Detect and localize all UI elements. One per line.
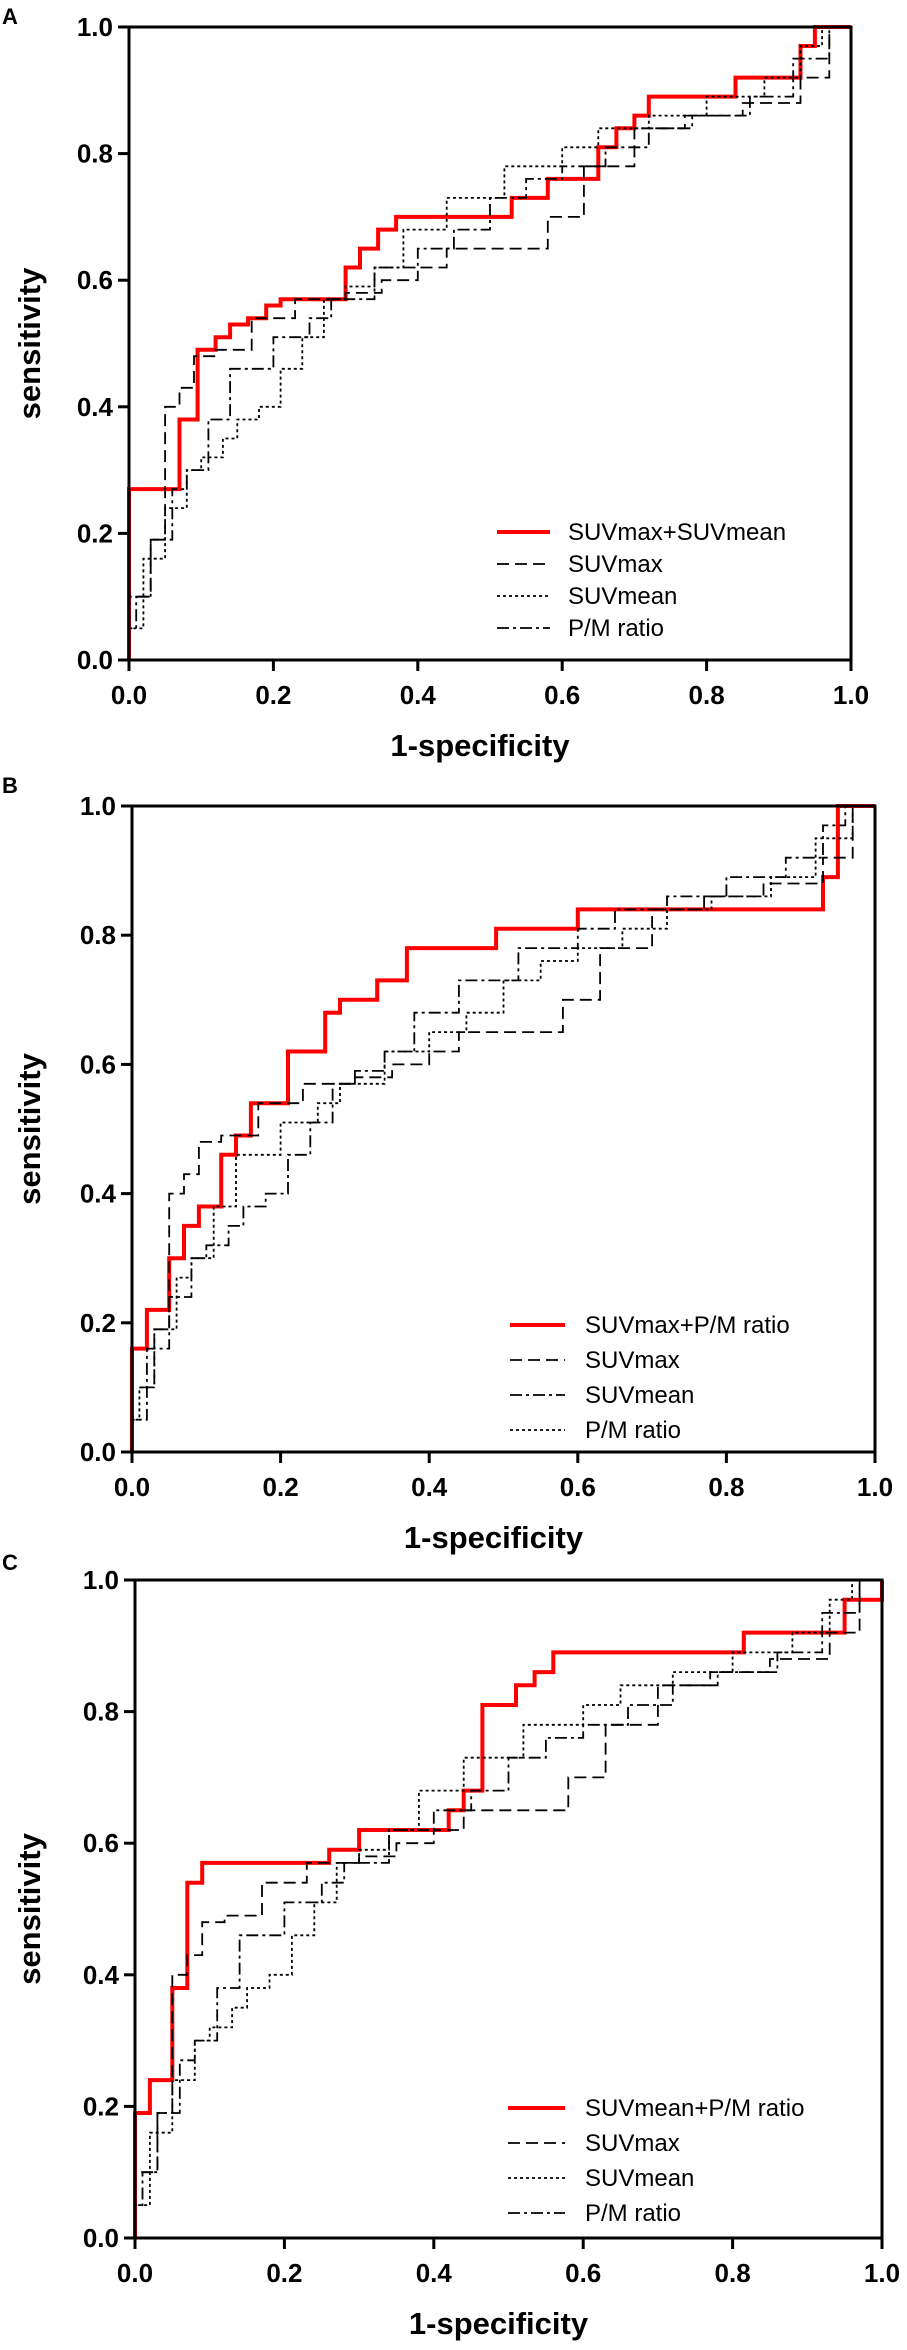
legend-label-p-m-ratio: P/M ratio [585, 2200, 681, 2227]
legend-label-suvmax-p-m-ratio: SUVmax+P/M ratio [585, 1312, 790, 1339]
legend-label-suvmax: SUVmax [568, 551, 663, 578]
x-axis-title: 1-specificity [409, 2306, 589, 2341]
y-tick-label: 0.6 [80, 1049, 116, 1079]
x-tick-label: 1.0 [833, 680, 869, 710]
y-axis-title: sensitivity [12, 267, 47, 419]
x-tick-label: 0.6 [544, 680, 580, 710]
y-tick-label: 0.2 [83, 2091, 119, 2121]
series-line-suvmean [128, 26, 851, 660]
y-tick-label: 0.0 [80, 1437, 116, 1467]
plot-frame [130, 804, 877, 1454]
x-tick-label: 0.8 [715, 2258, 751, 2288]
legend-label-suvmax-suvmean: SUVmax+SUVmean [568, 519, 786, 546]
legend-label-suvmean: SUVmean [568, 583, 677, 610]
plot-frame [127, 25, 853, 662]
panel-letter: A [2, 4, 18, 29]
x-tick-label: 1.0 [864, 2258, 900, 2288]
y-tick-label: 0.6 [77, 265, 113, 295]
series-line-p-m-ratio [131, 805, 875, 1452]
panel-a: A 0.0 0.2 0.4 0.6 0.8 1.0 0.0 0.2 0.4 0.6 0.8 1.0 1-s… [2, 4, 869, 763]
y-tick-label: 1.0 [83, 1565, 119, 1595]
legend: SUVmax+P/M ratio SUVmax SUVmean P/M ratio [510, 1312, 790, 1444]
x-tick-label: 0.6 [560, 1472, 596, 1502]
y-tick-label: 0.8 [77, 139, 113, 169]
series-line-suvmax-suvmean [127, 25, 851, 660]
legend-label-suvmax: SUVmax [585, 1347, 680, 1374]
x-tick-label: 0.2 [266, 2258, 302, 2288]
x-tick-label: 0.0 [114, 1472, 150, 1502]
y-tick-label: 1.0 [80, 791, 116, 821]
legend-label-suvmean: SUVmean [585, 1382, 694, 1409]
legend-label-suvmean: SUVmean [585, 2165, 694, 2192]
series-line-suvmax [131, 805, 875, 1452]
panel-c: C 0.0 0.2 0.4 0.6 0.8 1.0 0.0 0.2 0.4 0.6 0.8 1.0 1-s… [2, 1550, 900, 2341]
y-tick-label: 0.6 [83, 1828, 119, 1858]
x-tick-label: 0.4 [400, 680, 437, 710]
x-tick-label: 0.4 [416, 2258, 453, 2288]
y-tick-label: 0.4 [80, 1179, 117, 1209]
legend-label-suvmax: SUVmax [585, 2130, 680, 2157]
x-tick-label: 0.0 [117, 2258, 153, 2288]
x-axis-title: 1-specificity [390, 728, 570, 763]
y-tick-label: 0.2 [80, 1308, 116, 1338]
legend-label-p-m-ratio: P/M ratio [585, 1417, 681, 1444]
series-line-p-m-ratio [128, 26, 851, 660]
y-axis-title: sensitivity [12, 1832, 47, 1984]
y-tick-label: 0.4 [77, 392, 114, 422]
y-tick-label: 0.4 [83, 1960, 120, 1990]
x-tick-label: 0.0 [111, 680, 147, 710]
series-line-suvmax-p-m-ratio [130, 804, 875, 1452]
y-tick-label: 1.0 [77, 12, 113, 42]
series-line-suvmean-p-m-ratio [133, 1580, 884, 2238]
panel-letter: C [2, 1550, 18, 1575]
panel-b: B 0.0 0.2 0.4 0.6 0.8 1.0 0.0 0.2 0.4 0.6 0.8 1.0 1-s… [2, 773, 893, 1555]
x-tick-label: 0.8 [708, 1472, 744, 1502]
series-line-suvmax [134, 1579, 882, 2238]
x-tick-label: 0.6 [565, 2258, 601, 2288]
y-tick-label: 0.8 [83, 1697, 119, 1727]
x-tick-label: 1.0 [857, 1472, 893, 1502]
legend-label-p-m-ratio: P/M ratio [568, 615, 664, 642]
series-line-suvmean [134, 1579, 882, 2238]
legend-label-suvmean-p-m-ratio: SUVmean+P/M ratio [585, 2095, 804, 2122]
panel-letter: B [2, 773, 18, 798]
y-tick-label: 0.8 [80, 920, 116, 950]
series-line-suvmax [128, 26, 851, 660]
x-tick-label: 0.4 [411, 1472, 448, 1502]
legend: SUVmax+SUVmean SUVmax SUVmean P/M ratio [497, 519, 786, 642]
legend: SUVmean+P/M ratio SUVmax SUVmean P/M ratio [508, 2095, 804, 2227]
x-tick-label: 0.8 [689, 680, 725, 710]
plot-frame [133, 1578, 884, 2240]
x-axis-title: 1-specificity [404, 1520, 584, 1555]
y-tick-label: 0.0 [83, 2223, 119, 2253]
y-axis-title: sensitivity [12, 1052, 47, 1204]
y-tick-label: 0.0 [77, 645, 113, 675]
series-line-suvmean [131, 805, 875, 1452]
x-tick-label: 0.2 [255, 680, 291, 710]
series-line-p-m-ratio [134, 1579, 882, 2238]
x-tick-label: 0.2 [263, 1472, 299, 1502]
y-tick-label: 0.2 [77, 518, 113, 548]
